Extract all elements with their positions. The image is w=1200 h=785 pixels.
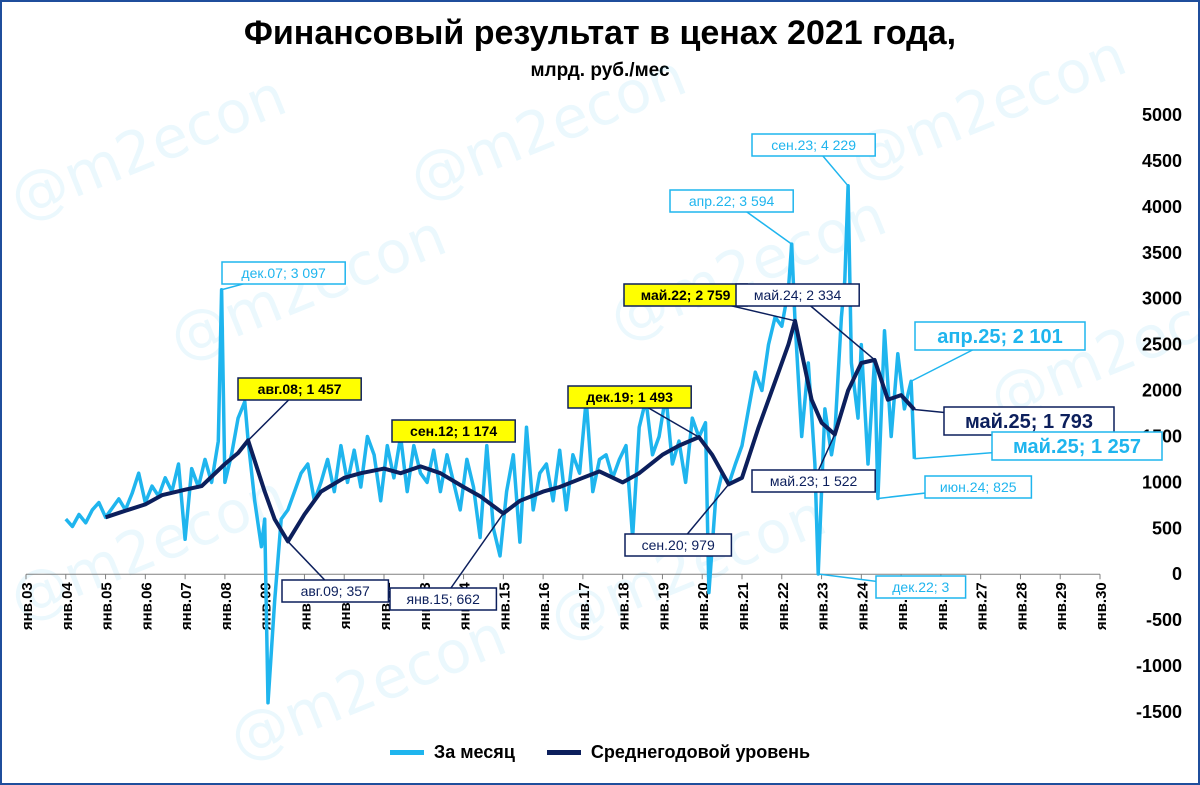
annotation-box	[751, 469, 876, 493]
x-tick-label: янв.22	[775, 582, 792, 630]
annotation-box	[914, 321, 1086, 351]
legend-item-monthly: За месяц	[389, 742, 515, 763]
annotation-label: май.23; 1 522	[770, 473, 858, 489]
x-tick-label: янв.29	[1053, 582, 1070, 630]
y-tick-label: -1500	[1136, 702, 1182, 722]
annotation-box	[391, 419, 516, 443]
x-tick-label: янв.24	[854, 582, 871, 631]
annotation-box	[924, 475, 1033, 499]
annotation-box	[221, 261, 346, 285]
x-tick-label: янв.27	[974, 582, 991, 630]
chart-legend: За месяц Среднегодовой уровень	[0, 742, 1200, 763]
y-tick-label: -500	[1146, 610, 1182, 630]
y-tick-label: 4500	[1142, 151, 1182, 171]
annotation-label: дек.07; 3 097	[241, 265, 326, 281]
x-tick-label: янв.07	[178, 582, 195, 630]
y-tick-label: 2500	[1142, 335, 1182, 355]
legend-label-monthly: За месяц	[433, 742, 515, 762]
chart-title: Финансовый результат в ценах 2021 года,	[243, 14, 957, 52]
y-tick-label: 3500	[1142, 243, 1182, 263]
chart-subtitle: млрд. руб./мес	[530, 60, 670, 81]
x-tick-label: янв.05	[99, 582, 116, 630]
x-tick-label: янв.23	[815, 582, 832, 630]
annotation-label: дек.19; 1 493	[586, 389, 673, 405]
y-tick-label: 1000	[1142, 472, 1182, 492]
annotation-label: авг.08; 1 457	[258, 381, 342, 397]
x-tick-label: янв.17	[576, 582, 593, 630]
annotation-label: май.25; 1 793	[965, 411, 1093, 433]
y-tick-label: 2000	[1142, 381, 1182, 401]
annotation-label: май.22; 2 759	[641, 287, 731, 303]
series-line-monthly	[64, 184, 917, 705]
annotation-box	[237, 377, 362, 401]
x-tick-label: янв.18	[616, 582, 633, 630]
legend-swatch-monthly	[389, 750, 424, 755]
annotation-label: янв.15; 662	[407, 591, 481, 607]
annotation-label: дек.22; 3	[892, 579, 949, 595]
watermark: @m2econ	[160, 201, 455, 373]
legend-swatch-average	[546, 750, 581, 755]
annotation-box	[567, 385, 692, 409]
x-tick-label: янв.21	[735, 582, 752, 630]
annotation-box	[991, 431, 1163, 461]
annotation-box	[735, 283, 860, 307]
annotation-label: май.25; 1 257	[1013, 436, 1141, 458]
annotation-label: июн.24; 825	[940, 479, 1017, 495]
watermark: @m2econ	[0, 61, 295, 233]
x-tick-label: янв.20	[695, 582, 712, 630]
annotation-label: сен.23; 4 229	[771, 137, 856, 153]
watermark: @m2econ	[840, 21, 1135, 193]
y-tick-label: 500	[1152, 518, 1182, 538]
x-tick-label: янв.08	[218, 582, 235, 630]
x-tick-label: янв.19	[655, 582, 672, 630]
annotation-box	[669, 189, 794, 213]
annotation-label: сен.12; 1 174	[410, 423, 497, 439]
y-tick-label: -1000	[1136, 656, 1182, 676]
annotation-label: апр.25; 2 101	[937, 326, 1063, 348]
annotation-leader	[442, 512, 504, 600]
annotation-label: сен.20; 979	[642, 537, 715, 553]
y-tick-label: 3000	[1142, 289, 1182, 309]
annotation-label: май.24; 2 334	[754, 287, 842, 303]
legend-item-average: Среднегодовой уровень	[546, 742, 811, 763]
x-tick-label: янв.16	[536, 582, 553, 630]
x-tick-label: янв.03	[19, 582, 36, 630]
annotation-label: апр.22; 3 594	[689, 193, 775, 209]
y-tick-label: 4000	[1142, 197, 1182, 217]
annotation-box	[281, 579, 390, 603]
annotation-box	[875, 575, 967, 599]
annotation-label: авг.09; 357	[301, 583, 370, 599]
legend-label-average: Среднегодовой уровень	[590, 742, 811, 762]
watermark: @m2econ	[400, 41, 695, 213]
x-tick-label: янв.06	[138, 582, 155, 630]
y-tick-label: 0	[1172, 564, 1182, 584]
x-tick-label: янв.15	[496, 582, 513, 630]
annotation-box	[624, 533, 733, 557]
x-tick-label: янв.04	[59, 582, 76, 631]
annotation-box	[751, 133, 876, 157]
x-tick-label: янв.30	[1093, 582, 1110, 630]
x-tick-label: янв.28	[1013, 582, 1030, 630]
y-tick-label: 5000	[1142, 105, 1182, 125]
annotation-box	[389, 587, 498, 611]
